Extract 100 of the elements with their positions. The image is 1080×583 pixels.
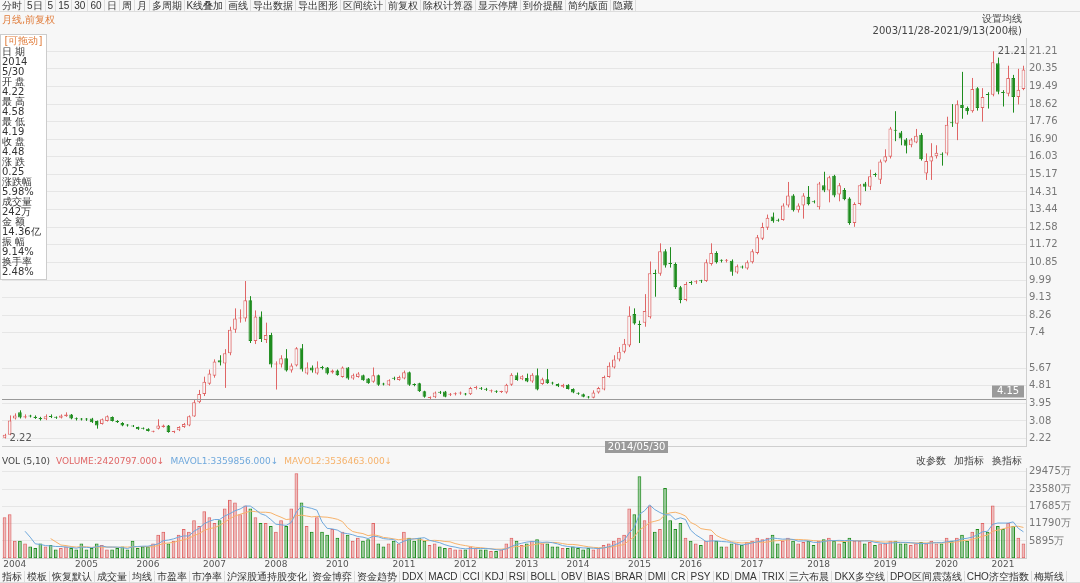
text: DPO区间震荡线 bbox=[887, 570, 965, 583]
candlestick bbox=[837, 182, 841, 202]
candlestick bbox=[658, 242, 662, 277]
text: 区间统计 bbox=[341, 0, 387, 12]
text: RSI bbox=[506, 570, 529, 583]
text: 资金博弈 bbox=[310, 570, 355, 583]
y-tick-label: 21.21 bbox=[1029, 44, 1058, 56]
text: KD bbox=[713, 570, 733, 583]
annotation: 成交量 bbox=[2, 196, 32, 207]
text: PSY bbox=[688, 570, 714, 583]
text: OBV bbox=[558, 570, 586, 583]
candlestick bbox=[709, 242, 713, 267]
text: 导出图形 bbox=[296, 0, 342, 12]
text: 到价提醒 bbox=[521, 0, 567, 12]
annotation: 开 盘 bbox=[2, 76, 27, 87]
annotation: 0.25 bbox=[2, 166, 26, 177]
x-tick-label: 2012 bbox=[453, 558, 477, 569]
x-tick-label: 2004 bbox=[3, 558, 27, 569]
x-tick-label: 2014 bbox=[566, 558, 590, 569]
candlestick bbox=[786, 181, 790, 208]
annotation: 金 额 bbox=[2, 216, 26, 227]
text: 加指标 bbox=[954, 455, 984, 467]
text: 画线 bbox=[226, 0, 252, 12]
y-tick-label: 10.85 bbox=[1029, 256, 1058, 268]
x-tick-label: 2007 bbox=[203, 558, 226, 569]
y-tick-label: 8.26 bbox=[1029, 308, 1052, 320]
text: 市净率 bbox=[190, 570, 225, 583]
text: 改参数 bbox=[916, 455, 946, 467]
y-tick-label: 29475万 bbox=[1029, 465, 1071, 477]
annotation: 4.48 bbox=[2, 146, 26, 157]
text: 资金趋势 bbox=[355, 570, 400, 583]
y-tick-label: 7.4 bbox=[1029, 326, 1045, 338]
candlestick bbox=[263, 322, 268, 344]
text: 换指标 bbox=[992, 455, 1022, 467]
text: 分时 bbox=[0, 0, 25, 12]
text: CHO济空指数 bbox=[964, 570, 1032, 583]
text: DMA bbox=[732, 570, 760, 583]
annotation: 最 低 bbox=[2, 116, 27, 127]
annotation: 4.19 bbox=[2, 126, 26, 137]
candlestick bbox=[673, 261, 678, 290]
y-tick-label: 4.81 bbox=[1029, 379, 1052, 391]
x-tick-label: 2021 bbox=[991, 558, 1015, 569]
candlestick bbox=[243, 280, 248, 323]
text: 隐藏 bbox=[611, 0, 637, 12]
candlestick bbox=[801, 192, 806, 220]
candlestick bbox=[1016, 68, 1021, 105]
annotation: 2014 bbox=[2, 56, 29, 67]
annotation: 4.22 bbox=[2, 86, 26, 97]
candlestick bbox=[663, 248, 667, 269]
annotation: 换手率 bbox=[2, 256, 32, 267]
y-tick-label: 3.95 bbox=[1029, 396, 1052, 408]
annotation: 最 高 bbox=[2, 96, 27, 107]
y-tick-label: 16.03 bbox=[1029, 150, 1058, 162]
text: 除权计算器 bbox=[421, 0, 477, 12]
text: 均线 bbox=[130, 570, 155, 583]
x-tick-label: 2006 bbox=[136, 558, 160, 569]
annotation: 5.98% bbox=[2, 186, 35, 197]
annotation: 振 幅 bbox=[2, 236, 26, 247]
text: MAVOL2:3536463.000↓ bbox=[284, 455, 393, 467]
annotation: 4.58 bbox=[2, 106, 26, 117]
text: 导出数据 bbox=[251, 0, 297, 12]
text: 5 bbox=[45, 0, 57, 12]
annotation: 21.21 bbox=[997, 44, 1027, 56]
candlestick bbox=[955, 99, 959, 141]
text: VOLUME:2420797.000↓ bbox=[56, 455, 165, 467]
candlestick bbox=[1006, 65, 1010, 97]
candlestick bbox=[704, 258, 708, 283]
text: 市盈率 bbox=[155, 570, 190, 583]
text: 模板 bbox=[25, 570, 50, 583]
annotation: 涨 跌 bbox=[2, 156, 27, 167]
text: CR bbox=[669, 570, 689, 583]
annotation: 5/30 bbox=[2, 66, 26, 77]
candlestick bbox=[821, 171, 826, 193]
text: MAVOL1:3359856.000↓ bbox=[170, 455, 279, 467]
text: MACD bbox=[426, 570, 461, 583]
x-tick-label: 2018 bbox=[807, 558, 831, 569]
y-tick-label: 23580万 bbox=[1029, 482, 1071, 494]
ref-line-label: 4.15 bbox=[996, 385, 1020, 397]
text: 指标 bbox=[0, 570, 25, 583]
text: 5日 bbox=[25, 0, 46, 12]
candlestick bbox=[284, 348, 288, 373]
text: 成交量 bbox=[95, 570, 130, 583]
text: BIAS bbox=[585, 570, 613, 583]
text: 月 bbox=[134, 0, 150, 12]
x-tick-label: 2011 bbox=[392, 558, 416, 569]
x-tick-label: 2005 bbox=[75, 558, 98, 569]
x-tick-label: 2013 bbox=[515, 558, 539, 569]
candlestick bbox=[970, 77, 975, 114]
y-tick-label: 18.62 bbox=[1029, 97, 1058, 109]
annotation: 涨跌幅 bbox=[2, 176, 32, 187]
text: 60 bbox=[88, 0, 105, 12]
x-tick-label: 2016 bbox=[679, 558, 703, 569]
text: 三六布晨 bbox=[787, 570, 833, 583]
x-tick-label: 2010 bbox=[325, 558, 350, 569]
text: 恢复默认 bbox=[50, 570, 95, 583]
y-tick-label: 14.31 bbox=[1029, 185, 1058, 197]
text: 显示停牌 bbox=[476, 0, 522, 12]
text: 梅斯线 bbox=[1031, 570, 1067, 583]
y-tick-label: 5.67 bbox=[1029, 361, 1052, 373]
text: 沪深股通持股变化 bbox=[225, 570, 310, 583]
